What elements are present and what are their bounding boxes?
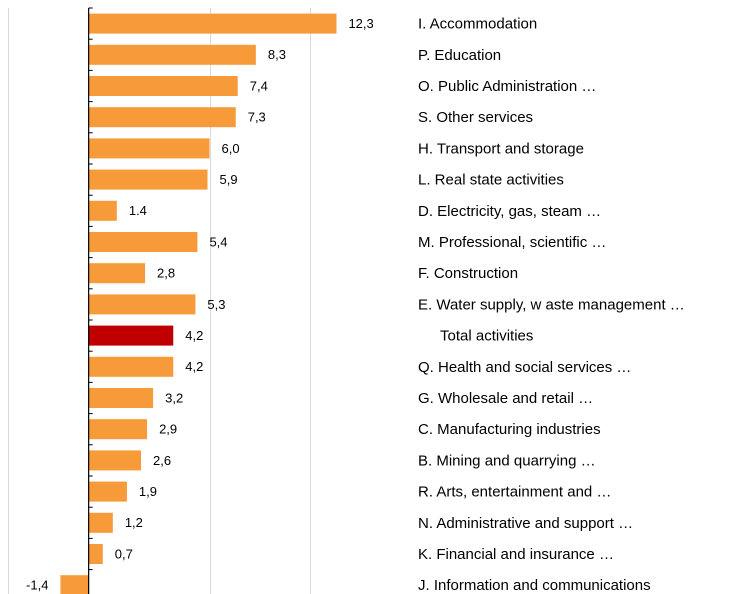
bar [88, 419, 148, 440]
category-label: G. Wholesale and retail … [418, 390, 593, 407]
value-label: 1,9 [139, 484, 157, 499]
bar [88, 200, 117, 221]
value-label: 2,8 [157, 266, 175, 281]
bar [88, 44, 256, 65]
bar [88, 512, 113, 533]
value-label: 4,2 [185, 328, 203, 343]
category-label: K. Financial and insurance … [418, 546, 614, 563]
bar [88, 325, 174, 346]
category-label: M. Professional, scientific … [418, 234, 606, 251]
value-label: 5,4 [209, 234, 227, 249]
bar [88, 544, 103, 564]
bar [88, 294, 196, 315]
bar [88, 107, 236, 128]
value-label: 7,4 [250, 78, 268, 93]
category-label: F. Construction [418, 265, 518, 282]
bar [88, 138, 210, 159]
bar [88, 232, 198, 252]
bar [88, 169, 208, 190]
category-label: L. Real state activities [418, 172, 564, 189]
bar [88, 388, 154, 408]
bar [88, 450, 142, 471]
category-label: B. Mining and quarrying … [418, 452, 596, 469]
value-label: 2,9 [159, 422, 177, 437]
category-label: S. Other services [418, 109, 533, 126]
grid [8, 8, 311, 594]
bar [88, 76, 238, 96]
value-label: 3,2 [165, 390, 183, 405]
bar [60, 575, 89, 594]
value-label: 5,3 [207, 297, 225, 312]
bar [88, 263, 146, 284]
category-label: N. Administrative and support … [418, 515, 633, 532]
value-label: 4,2 [185, 359, 203, 374]
category-label: P. Education [418, 47, 501, 64]
value-label: 6,0 [222, 141, 240, 156]
value-label: 1.4 [129, 203, 147, 218]
category-label: E. Water supply, w aste management … [418, 296, 685, 313]
category-label: H. Transport and storage [418, 140, 584, 157]
category-label: Total activities [440, 328, 533, 345]
bar [88, 356, 174, 377]
value-label: 1,2 [125, 515, 143, 530]
category-label: O. Public Administration … [418, 78, 596, 95]
category-label: J. Information and communications [418, 577, 651, 594]
value-label: 12,3 [348, 16, 373, 31]
category-label: Q. Health and social services … [418, 359, 631, 376]
bar [88, 13, 337, 34]
category-label: I. Accommodation [418, 16, 537, 33]
value-label: 5,9 [220, 172, 238, 187]
category-label: C. Manufacturing industries [418, 421, 601, 438]
value-label: 2,6 [153, 453, 171, 468]
bar [88, 481, 127, 502]
value-label: 7,3 [248, 110, 266, 125]
value-label: 8,3 [268, 47, 286, 62]
value-label: -1,4 [26, 578, 48, 593]
value-label: 0,7 [115, 546, 133, 561]
category-label: D. Electricity, gas, steam … [418, 203, 601, 220]
category-label: R. Arts, entertainment and … [418, 484, 611, 501]
